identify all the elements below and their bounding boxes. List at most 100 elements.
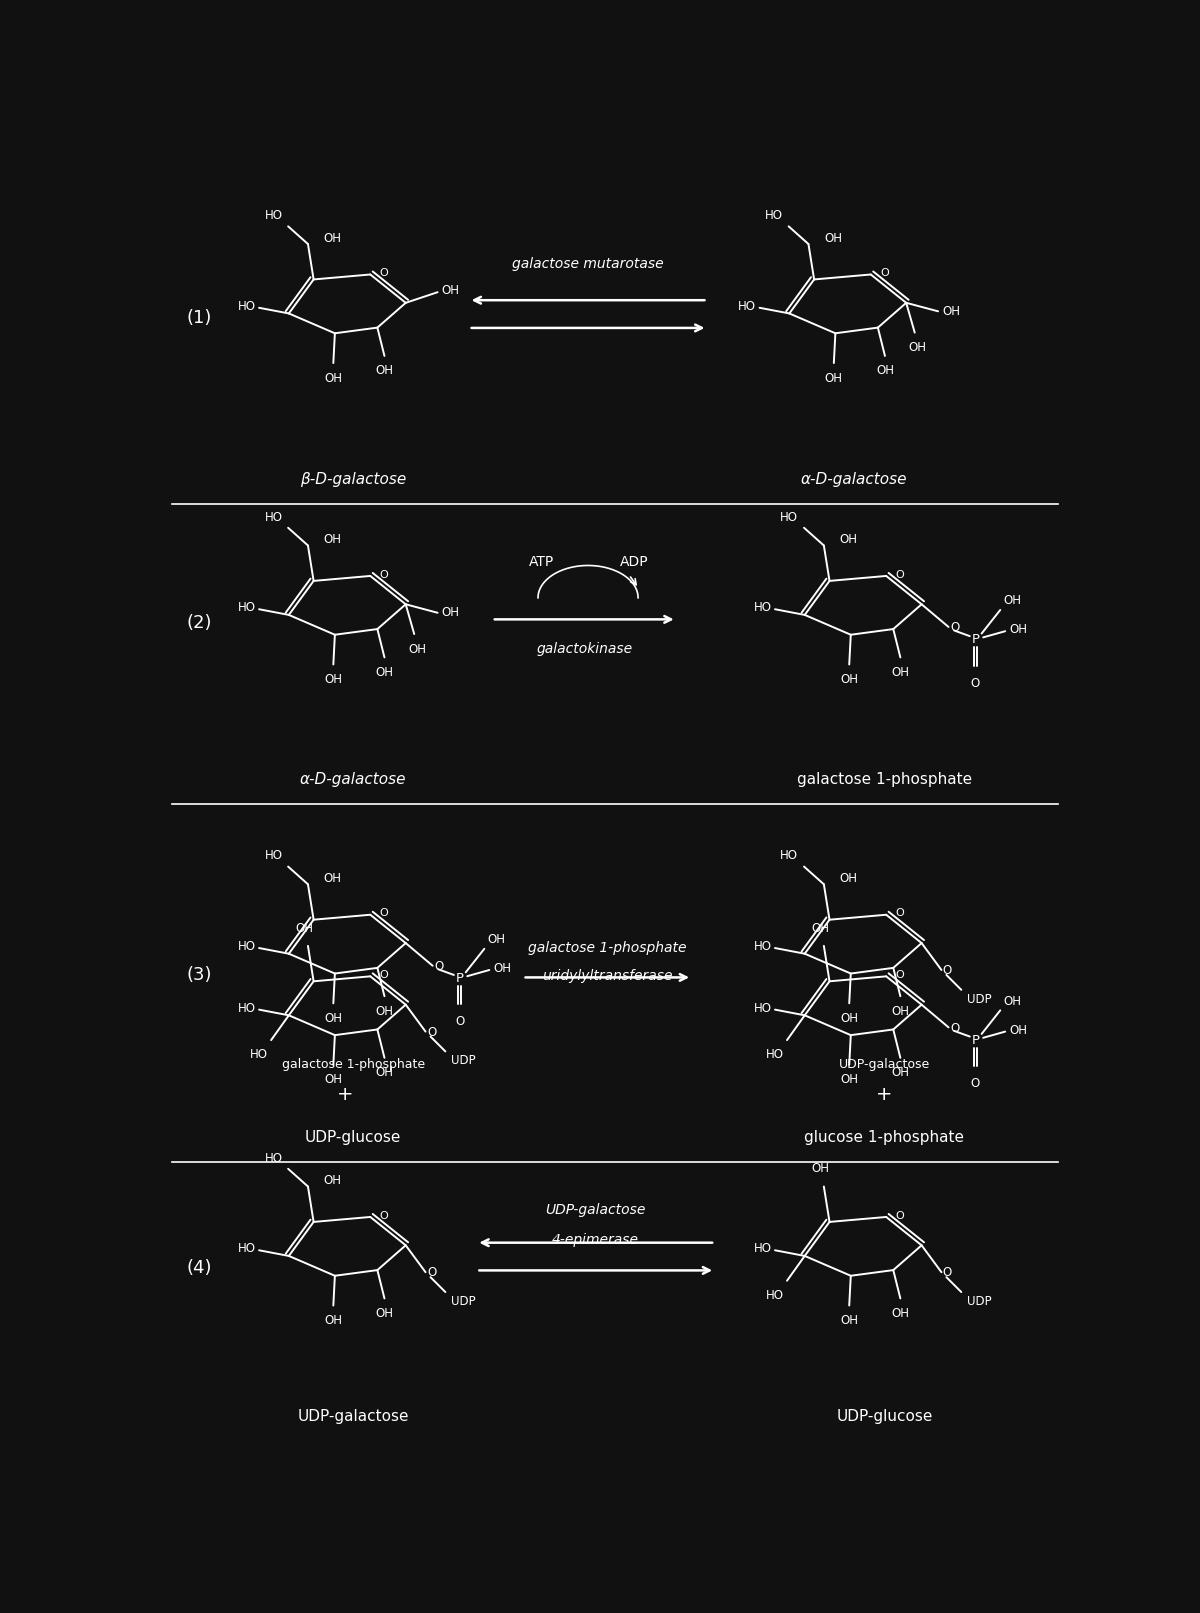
Text: HO: HO bbox=[238, 1242, 256, 1255]
Text: OH: OH bbox=[942, 305, 960, 318]
Text: HO: HO bbox=[764, 210, 782, 223]
Text: UDP-galactose: UDP-galactose bbox=[298, 1410, 409, 1424]
Text: HO: HO bbox=[238, 1002, 256, 1015]
Text: OH: OH bbox=[840, 873, 858, 886]
Text: UDP: UDP bbox=[967, 1295, 991, 1308]
Text: HO: HO bbox=[238, 300, 256, 313]
Text: OH: OH bbox=[1003, 995, 1021, 1008]
Text: (2): (2) bbox=[186, 615, 212, 632]
Text: P: P bbox=[972, 1034, 979, 1047]
Text: OH: OH bbox=[840, 1073, 858, 1087]
Text: OH: OH bbox=[324, 534, 342, 547]
Text: OH: OH bbox=[295, 921, 313, 934]
Text: β-D-galactose: β-D-galactose bbox=[300, 473, 407, 487]
Text: HO: HO bbox=[264, 1152, 282, 1165]
Text: O: O bbox=[455, 1015, 464, 1029]
Text: OH: OH bbox=[811, 921, 829, 934]
Text: OH: OH bbox=[324, 673, 342, 686]
Text: HO: HO bbox=[264, 511, 282, 524]
Text: OH: OH bbox=[487, 932, 505, 945]
Text: OH: OH bbox=[892, 1066, 910, 1079]
Text: α-D-galactose: α-D-galactose bbox=[800, 473, 907, 487]
Text: O: O bbox=[950, 621, 959, 634]
Text: OH: OH bbox=[840, 1011, 858, 1024]
Text: galactose mutarotase: galactose mutarotase bbox=[512, 256, 664, 271]
Text: UDP-glucose: UDP-glucose bbox=[305, 1131, 401, 1145]
Text: O: O bbox=[379, 908, 389, 918]
Text: HO: HO bbox=[250, 1048, 268, 1061]
Text: OH: OH bbox=[376, 1005, 394, 1018]
Text: OH: OH bbox=[811, 1163, 829, 1176]
Text: OH: OH bbox=[408, 642, 426, 655]
Text: HO: HO bbox=[238, 602, 256, 615]
Text: OH: OH bbox=[324, 1011, 342, 1024]
Text: UDP-galactose: UDP-galactose bbox=[546, 1203, 646, 1218]
Text: HO: HO bbox=[238, 940, 256, 953]
Text: galactose 1-phosphate: galactose 1-phosphate bbox=[282, 1058, 425, 1071]
Text: glucose 1-phosphate: glucose 1-phosphate bbox=[804, 1131, 965, 1145]
Text: O: O bbox=[971, 676, 980, 689]
Text: HO: HO bbox=[264, 850, 282, 863]
Text: OH: OH bbox=[908, 340, 926, 355]
Text: OH: OH bbox=[1009, 623, 1027, 636]
Text: OH: OH bbox=[840, 1315, 858, 1327]
Text: HO: HO bbox=[766, 1289, 784, 1302]
Text: P: P bbox=[972, 634, 979, 647]
Text: α-D-galactose: α-D-galactose bbox=[300, 773, 407, 787]
Text: OH: OH bbox=[1009, 1024, 1027, 1037]
Text: OH: OH bbox=[824, 371, 842, 384]
Text: OH: OH bbox=[376, 365, 394, 377]
Text: UDP-glucose: UDP-glucose bbox=[836, 1410, 932, 1424]
Text: OH: OH bbox=[324, 232, 342, 245]
Text: OH: OH bbox=[376, 1307, 394, 1319]
Text: HO: HO bbox=[754, 602, 772, 615]
Text: O: O bbox=[950, 1021, 959, 1034]
Text: OH: OH bbox=[324, 371, 342, 384]
Text: O: O bbox=[434, 960, 443, 973]
Text: OH: OH bbox=[840, 673, 858, 686]
Text: HO: HO bbox=[754, 940, 772, 953]
Text: OH: OH bbox=[324, 1174, 342, 1187]
Text: O: O bbox=[880, 268, 889, 277]
Text: (1): (1) bbox=[186, 310, 212, 327]
Text: OH: OH bbox=[376, 1066, 394, 1079]
Text: galactose 1-phosphate: galactose 1-phosphate bbox=[797, 773, 972, 787]
Text: OH: OH bbox=[876, 365, 894, 377]
Text: (4): (4) bbox=[186, 1260, 212, 1277]
Text: galactokinase: galactokinase bbox=[536, 642, 632, 655]
Text: HO: HO bbox=[754, 1242, 772, 1255]
Text: 4-epimerase: 4-epimerase bbox=[552, 1232, 640, 1247]
Text: OH: OH bbox=[892, 666, 910, 679]
Text: O: O bbox=[943, 965, 952, 977]
Text: uridylyltransferase: uridylyltransferase bbox=[542, 969, 672, 982]
Text: O: O bbox=[971, 1077, 980, 1090]
Text: P: P bbox=[456, 973, 463, 986]
Text: O: O bbox=[427, 1266, 437, 1279]
Text: HO: HO bbox=[754, 1002, 772, 1015]
Text: +: + bbox=[337, 1086, 354, 1105]
Text: OH: OH bbox=[442, 284, 460, 297]
Text: HO: HO bbox=[766, 1048, 784, 1061]
Text: HO: HO bbox=[780, 850, 798, 863]
Text: HO: HO bbox=[780, 511, 798, 524]
Text: OH: OH bbox=[840, 534, 858, 547]
Text: OH: OH bbox=[324, 873, 342, 886]
Text: O: O bbox=[379, 969, 389, 981]
Text: OH: OH bbox=[824, 232, 842, 245]
Text: OH: OH bbox=[376, 666, 394, 679]
Text: ATP: ATP bbox=[529, 555, 554, 569]
Text: OH: OH bbox=[493, 961, 511, 976]
Text: O: O bbox=[895, 569, 904, 579]
Text: O: O bbox=[943, 1266, 952, 1279]
Text: O: O bbox=[895, 908, 904, 918]
Text: O: O bbox=[427, 1026, 437, 1039]
Text: UDP: UDP bbox=[451, 1055, 475, 1068]
Text: O: O bbox=[895, 969, 904, 981]
Text: UDP: UDP bbox=[451, 1295, 475, 1308]
Text: HO: HO bbox=[738, 300, 756, 313]
Text: OH: OH bbox=[892, 1005, 910, 1018]
Text: O: O bbox=[895, 1210, 904, 1221]
Text: +: + bbox=[876, 1086, 893, 1105]
Text: OH: OH bbox=[324, 1315, 342, 1327]
Text: UDP-galactose: UDP-galactose bbox=[839, 1058, 930, 1071]
